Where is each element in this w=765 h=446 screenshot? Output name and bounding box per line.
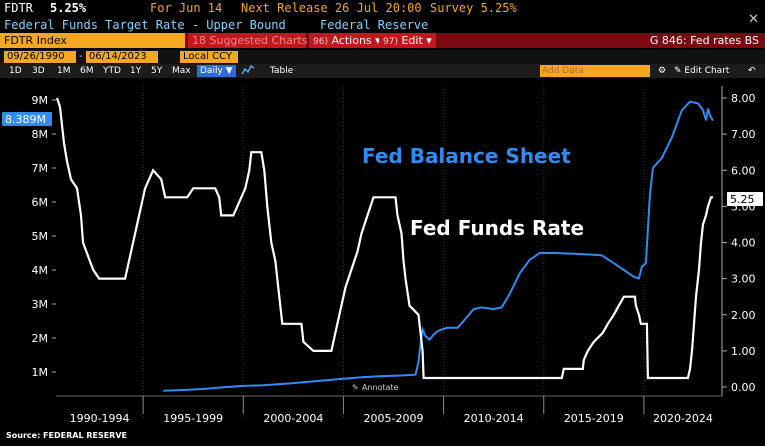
edit-button[interactable]: 97) Edit ▾ <box>379 33 436 48</box>
right-axis-tick-label: 7.00 <box>731 128 756 141</box>
x-axis-tick-label: 1995-1999 <box>163 412 223 425</box>
balance-last-value-tag: 8.389M <box>2 112 52 126</box>
left-axis-tick-label: 5M <box>32 230 49 243</box>
right-axis-tick-label: 3.00 <box>731 273 756 286</box>
frequency-select[interactable]: Daily ▼ <box>197 65 236 77</box>
annotate-marker[interactable]: ✎ Annotate <box>346 381 399 392</box>
suggested-charts-button[interactable]: 18 Suggested Charts <box>188 33 307 48</box>
fed-funds-rate-line[interactable] <box>55 97 713 380</box>
actions-number: 96) <box>313 37 328 47</box>
for-date: For Jun 14 <box>150 1 223 15</box>
security-input[interactable]: FDTR Index <box>0 33 185 48</box>
chart-group-label[interactable]: G 846: Fed rates BS <box>649 34 759 47</box>
date-separator: - <box>79 51 83 62</box>
left-axis-tick-label: 4M <box>32 264 49 277</box>
currency-select[interactable]: Local CCY <box>180 51 238 63</box>
settings-icon[interactable]: ⚙ <box>658 66 667 76</box>
edit-chart-button[interactable]: ✎ Edit Chart <box>674 66 730 76</box>
survey: Survey 5.25% <box>430 1 517 15</box>
left-axis: 1M 2M 3M 4M 5M 6M 7M 8M 9M <box>32 94 56 379</box>
period-3d[interactable]: 3D <box>32 66 45 76</box>
x-axis-tick-label: 2000-2004 <box>263 412 323 425</box>
chart-background <box>0 78 765 430</box>
description-row: Federal Funds Target Rate - Upper Bound … <box>0 17 765 33</box>
edit-number: 97) <box>383 37 398 47</box>
right-axis-tick-label: 6.00 <box>731 164 756 177</box>
line-chart-icon[interactable] <box>241 64 255 81</box>
x-axis-tick-label: 1990-1994 <box>70 412 130 425</box>
left-axis-tick-label: 9M <box>32 94 49 107</box>
x-axis-tick-label: 2015-2019 <box>564 412 624 425</box>
toolbar: FDTR Index 18 Suggested Charts 96) Actio… <box>0 33 765 48</box>
period-max[interactable]: Max <box>172 66 191 76</box>
source-name: Federal Reserve <box>320 18 429 32</box>
annotate-label: Annotate <box>362 383 399 392</box>
date-range-row: 09/26/1990 - 06/14/2023 Local CCY <box>0 50 765 64</box>
chart[interactable]: 1M 2M 3M 4M 5M 6M 7M 8M 9M 0.00 1.00 2.00 3.00 4.00 5… <box>0 78 765 430</box>
period-1d[interactable]: 1D <box>9 66 22 76</box>
fed-funds-rate-title: Fed Funds Rate <box>410 216 584 240</box>
add-data-input[interactable]: Add Data <box>540 65 650 77</box>
rate-last-value-tag: 5.25 <box>727 192 763 206</box>
close-icon[interactable]: ✕ <box>748 12 759 27</box>
gridlines <box>142 86 645 418</box>
actions-label: Actions ▾ <box>331 34 381 47</box>
balance-sheet-line[interactable] <box>163 100 714 392</box>
left-axis-tick-label: 2M <box>32 332 49 345</box>
ticker: FDTR <box>4 1 33 15</box>
table-button[interactable]: Table <box>270 66 294 76</box>
right-axis-tick-label: 1.00 <box>731 345 756 358</box>
right-axis-tick-label: 2.00 <box>731 309 756 322</box>
security-description: Federal Funds Target Rate - Upper Bound <box>4 18 286 32</box>
period-1y[interactable]: 1Y <box>130 66 142 76</box>
right-axis-tick-label: 4.00 <box>731 237 756 250</box>
start-date-input[interactable]: 09/26/1990 <box>4 51 76 63</box>
period-ytd[interactable]: YTD <box>103 66 121 76</box>
x-axis: 1990-1994 1995-1999 2000-2004 2005-2009 2010… <box>56 395 722 425</box>
left-axis-tick-label: 1M <box>32 366 49 379</box>
end-date-input[interactable]: 06/14/2023 <box>86 51 158 63</box>
x-axis-tick-label: 2005-2009 <box>364 412 424 425</box>
right-axis-tick-label: 8.00 <box>731 92 756 105</box>
left-axis-tick-label: 3M <box>32 298 49 311</box>
last-value: 5.25% <box>50 1 87 15</box>
undo-icon[interactable]: ↶ <box>748 66 756 76</box>
x-axis-tick-label: 2020-2024 <box>653 412 713 425</box>
left-axis-tick-label: 6M <box>32 196 49 209</box>
security-header: FDTR 5.25% For Jun 14 Next Release 26 Ju… <box>0 0 765 17</box>
period-5y[interactable]: 5Y <box>151 66 163 76</box>
rate-last-value: 5.25 <box>730 193 755 206</box>
source-label: Source: FEDERAL RESERVE <box>6 431 127 440</box>
left-axis-tick-label: 8M <box>32 128 49 141</box>
actions-button[interactable]: 96) Actions ▾ <box>309 33 385 48</box>
x-axis-tick-label: 2010-2014 <box>464 412 524 425</box>
period-6m[interactable]: 6M <box>80 66 94 76</box>
edit-label: Edit ▾ <box>401 34 432 47</box>
balance-sheet-title: Fed Balance Sheet <box>362 144 571 168</box>
period-bar: 1D 3D 1M 6M YTD 1Y 5Y Max Daily ▼ Table … <box>0 64 765 78</box>
balance-last-value: 8.389M <box>5 113 46 126</box>
annotate-icon: ✎ <box>352 383 359 392</box>
right-axis-tick-label: 0.00 <box>731 381 756 394</box>
left-axis-tick-label: 7M <box>32 162 49 175</box>
next-release: Next Release 26 Jul 20:00 <box>241 1 422 15</box>
period-1m[interactable]: 1M <box>57 66 71 76</box>
